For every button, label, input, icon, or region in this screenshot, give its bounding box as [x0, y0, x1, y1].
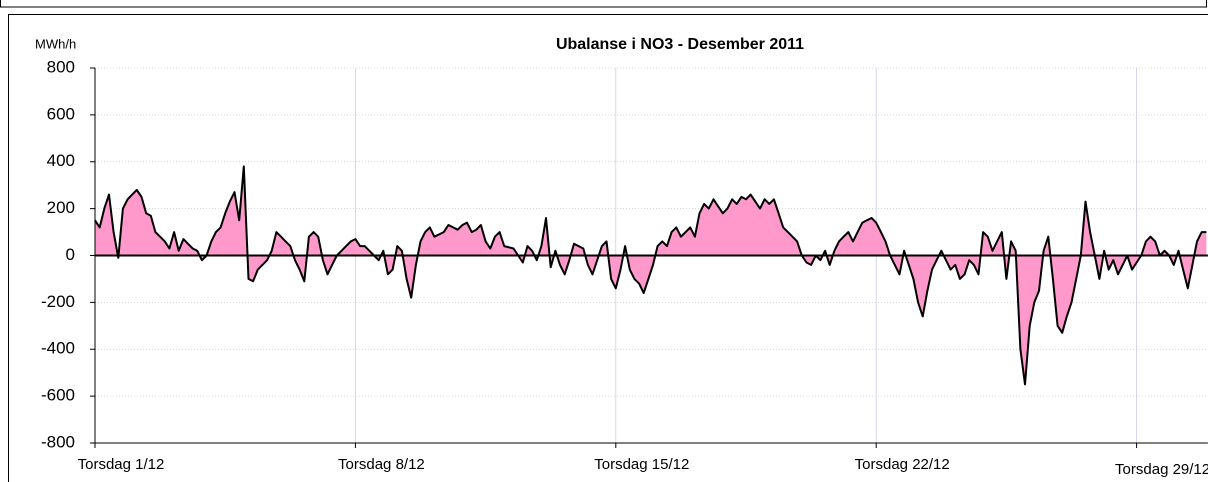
y-tick-label: 200 — [47, 198, 75, 217]
y-tick-label: 0 — [66, 245, 75, 264]
chart-title: Ubalanse i NO3 - Desember 2011 — [556, 36, 804, 53]
y-tick-label: -600 — [41, 386, 75, 405]
y-tick-label: 600 — [47, 104, 75, 123]
y-tick-label: -800 — [41, 432, 75, 451]
y-tick-label: -200 — [41, 292, 75, 311]
top-frame — [0, 0, 1207, 8]
x-tick-label: Torsdag 22/12 — [855, 456, 950, 473]
y-axis-label: MWh/h — [35, 36, 76, 51]
x-tick-label: Torsdag 1/12 — [78, 456, 165, 473]
y-tick-label: -400 — [41, 339, 75, 358]
x-tick-label: Torsdag 29/12 — [1115, 461, 1208, 478]
y-tick-label: 400 — [47, 151, 75, 170]
x-tick-label: Torsdag 15/12 — [594, 456, 689, 473]
y-tick-label: 800 — [47, 57, 75, 76]
line — [94, 165, 1207, 386]
x-tick-label: Torsdag 8/12 — [338, 456, 425, 473]
